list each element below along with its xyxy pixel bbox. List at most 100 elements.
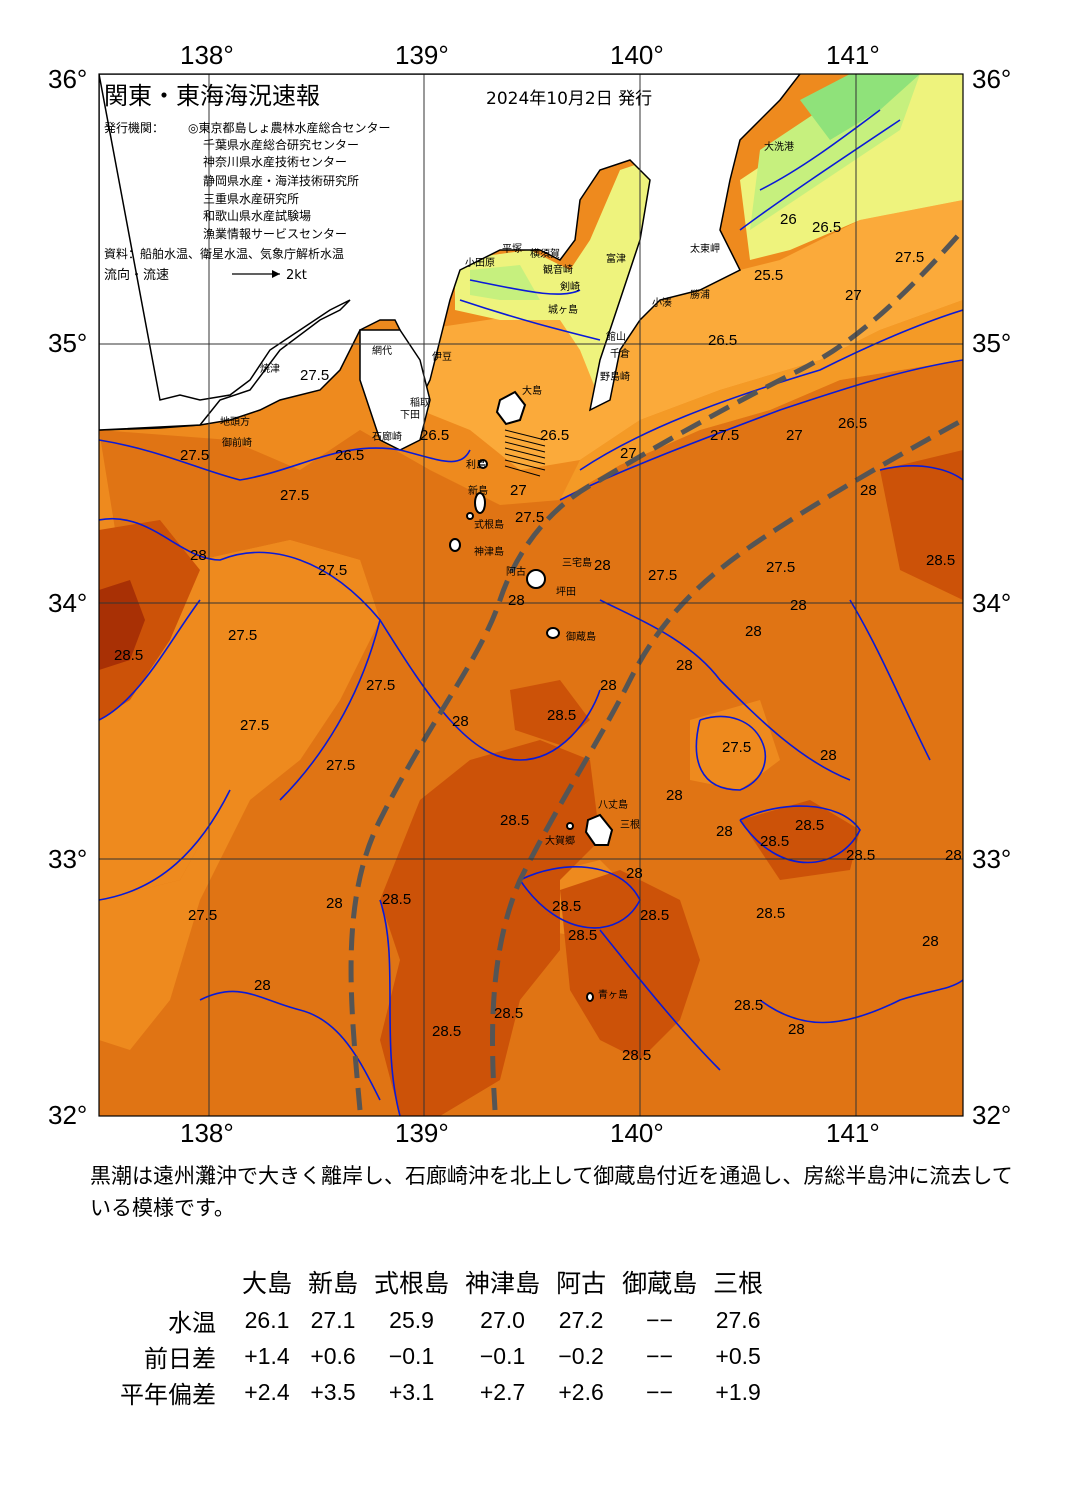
table-cell: +0.6: [310, 1342, 356, 1369]
place-label: 横須賀: [530, 247, 560, 260]
place-label: 観音崎: [543, 263, 573, 276]
kuroshio-axis-outer: [490, 417, 963, 1111]
isotherm-lines: [99, 109, 963, 1116]
contour-label: 28.5: [756, 905, 785, 922]
zone-28-5-northeast: [880, 450, 963, 600]
place-label: 伊豆: [432, 351, 452, 363]
issuer-label: 発行機関：: [104, 120, 164, 135]
issue-date: 2024年10月2日 発行: [486, 89, 652, 109]
contour-label: 26.5: [812, 219, 841, 236]
lat-label-left-36: 36°: [48, 64, 88, 94]
island-toshima: [478, 459, 488, 469]
contour-label: 28.5: [114, 647, 143, 664]
table-cell: −−: [646, 1342, 674, 1369]
lat-label-left-34: 34°: [48, 588, 88, 618]
island-hachijojima: [584, 813, 614, 846]
contour-label: 27.5: [895, 249, 924, 266]
place-label: 御前崎: [222, 436, 252, 449]
contour-label: 28: [676, 657, 693, 674]
lon-label-top-141: 141°: [826, 40, 880, 70]
contour-label: 28.5: [640, 907, 669, 924]
island-shikinejima: [466, 512, 474, 520]
contour-label: 26.5: [838, 415, 867, 432]
contour-label: 28: [790, 597, 807, 614]
place-label: 野島崎: [600, 370, 630, 383]
data-source: 資料：船舶水温、衛星水温、気象庁解析水温: [104, 246, 344, 261]
contour-label: 28: [190, 547, 207, 564]
contour-label: 28.5: [846, 847, 875, 864]
place-label: 大島: [522, 384, 542, 397]
place-label: 坪田: [556, 585, 576, 598]
table-cell: 26.1: [244, 1306, 290, 1333]
island-niijima: [474, 492, 486, 514]
zone-28-5-northcentral: [510, 680, 590, 745]
lon-label-top-140: 140°: [610, 40, 664, 70]
island-kozushima: [449, 538, 461, 552]
table-cell: +2.4: [244, 1378, 290, 1405]
contour-label: 27.5: [318, 562, 347, 579]
lat-label-left-33: 33°: [48, 844, 88, 874]
zone-25-east: [800, 74, 920, 140]
contour-label: 28.5: [622, 1047, 651, 1064]
place-label: 剣崎: [560, 280, 580, 293]
contour-label: 28.5: [795, 817, 824, 834]
current-vectors: [504, 429, 546, 477]
lon-label-top-138: 138°: [180, 40, 234, 70]
lat-label-right-32: 32°: [972, 1100, 1012, 1130]
table-cell: +2.6: [558, 1378, 604, 1405]
table-cell: 25.9: [389, 1306, 434, 1333]
lon-label-bottom-139: 139°: [395, 1118, 449, 1148]
zone-25-5-east: [750, 74, 920, 230]
contour-label: 27.5: [366, 677, 395, 694]
zone-27-5-east-pocket: [690, 700, 780, 790]
zone-28-5-west: [99, 520, 200, 720]
table-cell: −0.1: [479, 1342, 526, 1369]
graticule: [99, 74, 963, 1116]
contour-label: 26.5: [708, 332, 737, 349]
contour-label: 28: [594, 557, 611, 574]
kuroshio-summary: 黒潮は遠州灘沖で大きく離岸し、石廊崎沖を北上して御蔵島付近を通過し、房総半島沖に…: [90, 1164, 1013, 1220]
place-label: 利島: [466, 458, 486, 471]
contour-label: 28.5: [382, 891, 411, 908]
place-label: 平塚: [502, 243, 522, 255]
island-mikurajima: [546, 627, 560, 639]
table-cell: +1.9: [715, 1378, 761, 1405]
island-temperature-table: 大島 新島 式根島 神津島 阿古 御蔵島 三根 水温 26.1 27.1 25.…: [88, 1262, 771, 1410]
place-label: 館山: [606, 330, 626, 343]
zone-28: [99, 360, 963, 1116]
issuer-list: ◎東京都島しょ農林水産総合センター 千葉県水産総合研究センター 神奈川県水産技術…: [188, 120, 390, 241]
contour-label: 27.5: [228, 627, 257, 644]
table-cell: −0.1: [388, 1342, 435, 1369]
contour-label: 28: [716, 823, 733, 840]
contour-label: 28: [922, 933, 939, 950]
place-label: 小湊: [652, 296, 672, 309]
contour-label: 28: [745, 623, 762, 640]
contour-label: 28.5: [734, 997, 763, 1014]
zone-28-5-central: [380, 740, 600, 1116]
place-label: 城ヶ島: [548, 303, 578, 316]
contour-label: 27.5: [180, 447, 209, 464]
lon-label-bottom-141: 141°: [826, 1118, 880, 1148]
flow-legend-label: 流向・流速: [104, 267, 169, 283]
lat-label-left-32: 32°: [48, 1100, 88, 1130]
land-izu-peninsula: [359, 329, 431, 451]
contour-label: 27.5: [766, 559, 795, 576]
place-name-labels: 大洗港 太東岬 勝浦 小湊 富津 観音崎 城ヶ島 剣崎 平塚 小田原 横須賀 館…: [220, 140, 794, 1001]
place-label: 大賀郷: [545, 834, 575, 847]
contour-label: 26.5: [335, 447, 364, 464]
contour-label: 26.5: [540, 427, 569, 444]
island-hachijo-kojima: [566, 822, 574, 830]
place-label: 地頭方: [220, 415, 250, 428]
issuer-item: ◎東京都島しょ農林水産総合センター: [188, 120, 390, 135]
table-cell: 27.0: [480, 1306, 525, 1333]
contour-label: 28.5: [552, 898, 581, 915]
issuer-item: 神奈川県水産技術センター: [203, 154, 347, 169]
place-label: 下田: [400, 410, 420, 421]
issuer-item: 三重県水産研究所: [203, 191, 299, 206]
place-label: 御蔵島: [566, 630, 596, 643]
contour-label: 27: [510, 482, 527, 499]
lon-label-top-139: 139°: [395, 40, 449, 70]
contour-label: 28: [820, 747, 837, 764]
place-label: 神津島: [474, 545, 504, 558]
contour-label: 28: [788, 1021, 805, 1038]
